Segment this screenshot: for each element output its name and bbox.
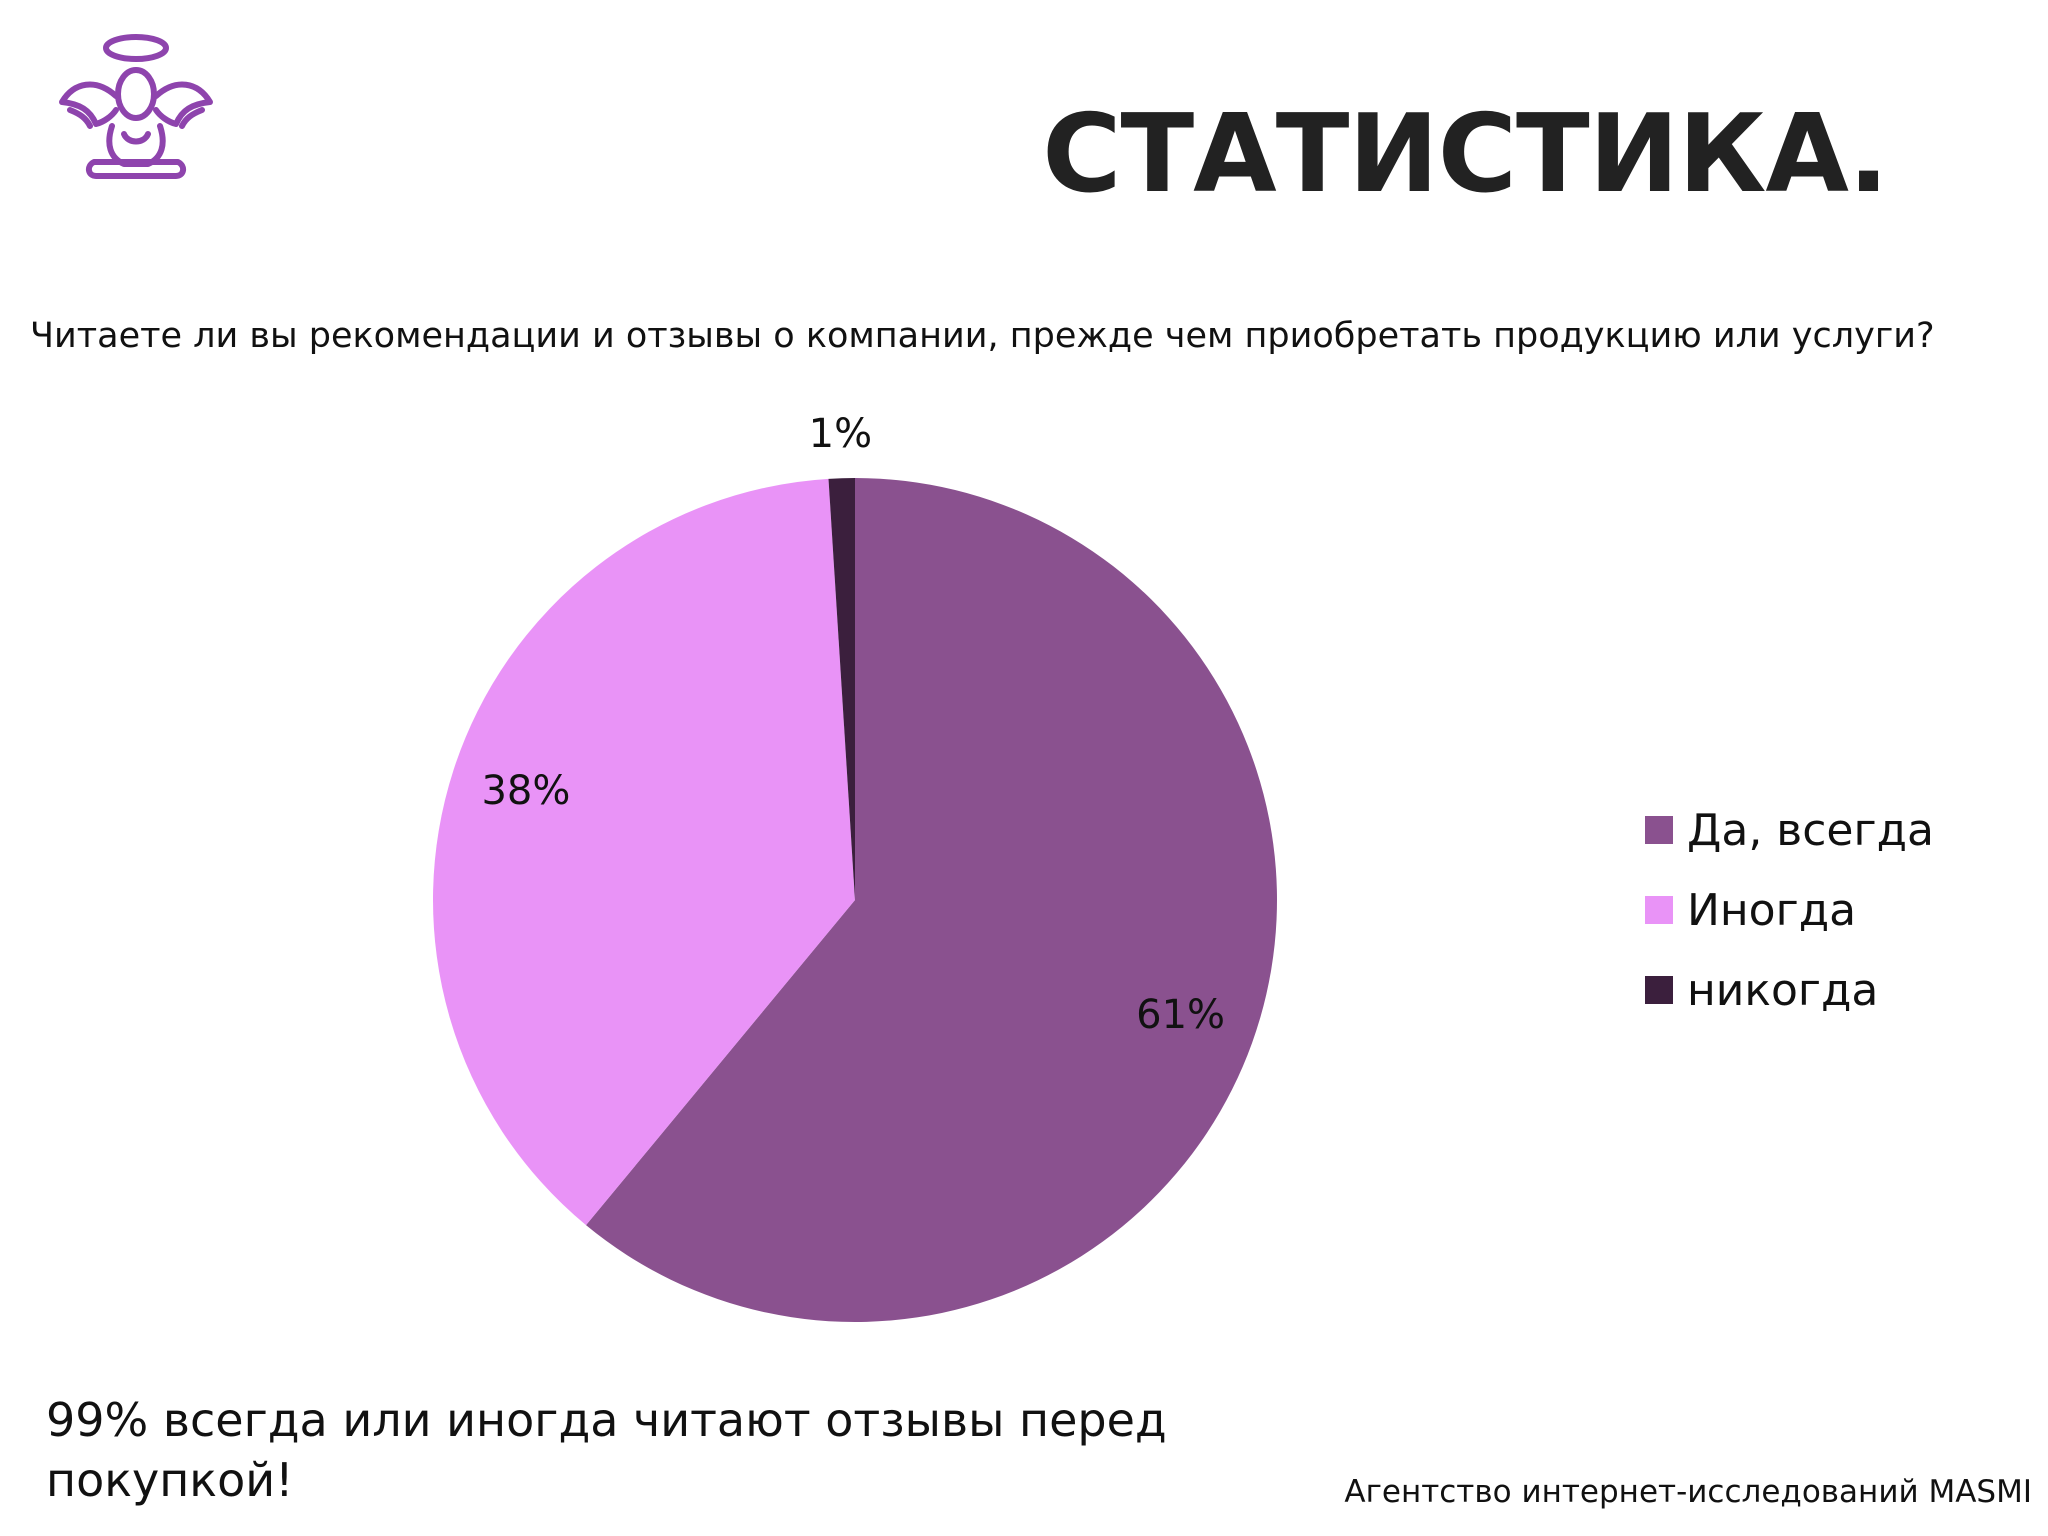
- pie-slice-2: [433, 478, 855, 1226]
- conclusion-text: 99% всегда или иногда читают отзывы пере…: [46, 1393, 1167, 1507]
- legend-swatch: [1645, 976, 1673, 1004]
- legend-item-yes-always: Да, всегда: [1645, 790, 1934, 870]
- legend-label: никогда: [1687, 964, 1879, 1016]
- source-credit: Агентство интернет-исследований MASMI: [1344, 1474, 2032, 1510]
- legend-label: Да, всегда: [1687, 804, 1935, 856]
- survey-question: Читаете ли вы рекомендации и отзывы о ко…: [30, 316, 1935, 356]
- pie-slice-1: [586, 478, 1277, 1322]
- pie-data-label: 1%: [809, 411, 872, 457]
- legend-swatch: [1645, 816, 1673, 844]
- legend-swatch: [1645, 896, 1673, 924]
- chart-legend: Да, всегда Иногда никогда: [1645, 790, 1934, 1030]
- legend-label: Иногда: [1687, 884, 1857, 936]
- pie-slice-3: [828, 478, 855, 900]
- legend-item-sometimes: Иногда: [1645, 870, 1934, 950]
- pie-chart: 61% 38% 1%: [433, 411, 1277, 1322]
- angel-logo-icon: [59, 34, 213, 179]
- pie-data-label: 38%: [481, 768, 570, 814]
- page-title: СТАТИСТИКА.: [1042, 92, 1889, 217]
- pie-data-label: 61%: [1136, 992, 1225, 1038]
- legend-item-never: никогда: [1645, 950, 1934, 1030]
